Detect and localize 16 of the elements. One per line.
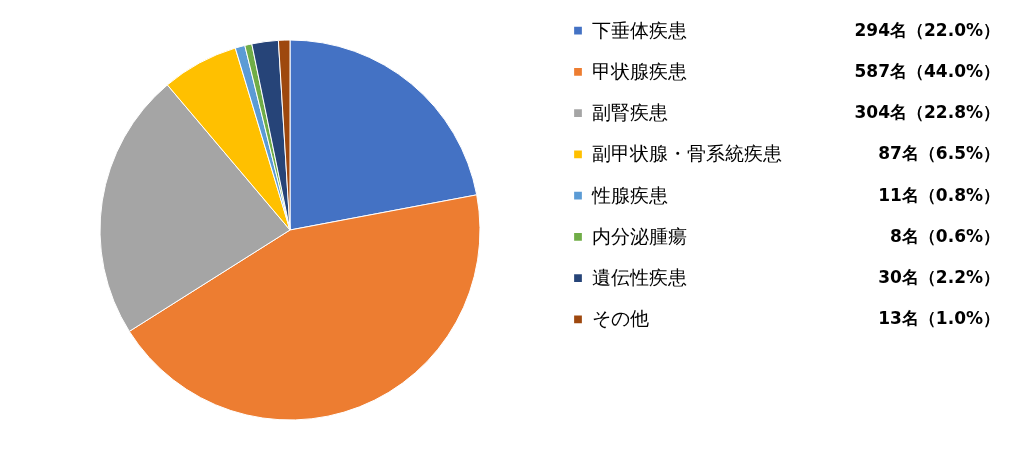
legend-label: 副腎疾患 xyxy=(592,101,668,124)
legend-label: その他 xyxy=(592,307,649,330)
legend-label: 甲状腺疾患 xyxy=(592,59,687,82)
legend-label: 副甲状腺・骨系統疾患 xyxy=(592,142,782,165)
data-label: 304名（22.8%） xyxy=(854,102,1000,123)
legend-label: 性腺疾患 xyxy=(591,183,668,206)
legend-label: 下垂体疾患 xyxy=(592,18,687,41)
legend-label: 内分泌腫瘍 xyxy=(592,224,687,247)
data-label: 11名（0.8%） xyxy=(878,184,1000,205)
data-label: 13名（1.0%） xyxy=(878,308,1000,329)
data-label: 8名（0.6%） xyxy=(890,225,1000,246)
data-label: 294名（22.0%） xyxy=(854,19,1000,40)
data-label: 587名（44.0%） xyxy=(854,60,1000,81)
data-label: 87名（6.5%） xyxy=(878,143,1000,164)
legend-label: 遺伝性疾患 xyxy=(592,266,687,289)
data-label: 30名（2.2%） xyxy=(878,267,1000,288)
